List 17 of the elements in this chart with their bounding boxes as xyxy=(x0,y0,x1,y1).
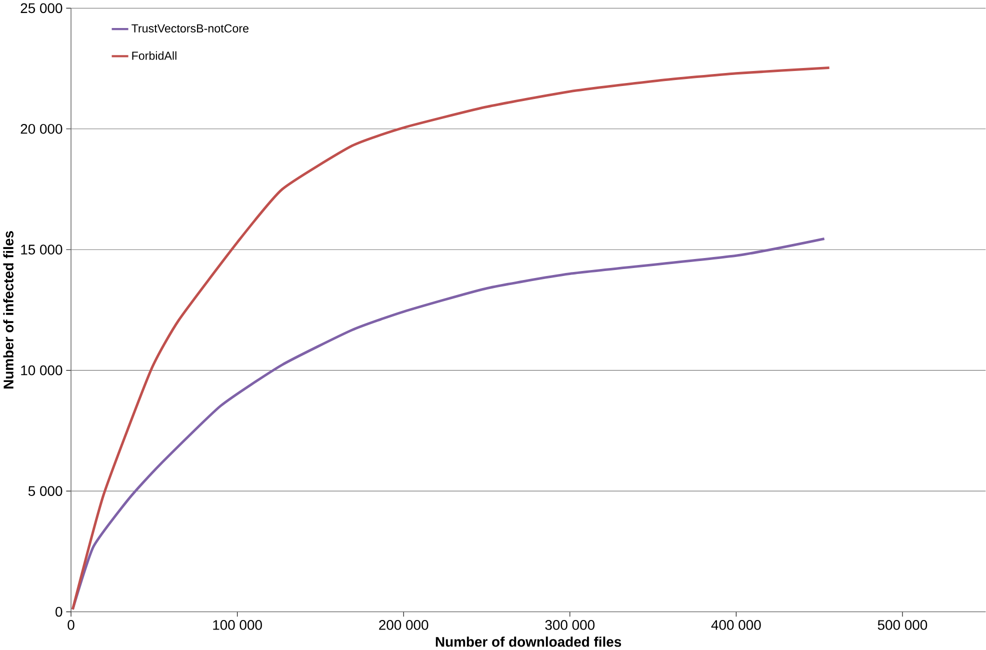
x-tick-label: 200 000 xyxy=(379,620,428,630)
y-tick-label: 10 000 xyxy=(21,365,62,376)
x-tick-label: 300 000 xyxy=(545,620,595,630)
line-series xyxy=(71,66,831,611)
y-tick-label: 20 000 xyxy=(20,124,62,134)
y-tick-label: 0 xyxy=(56,606,62,617)
legend-label: TrustVectorsB-notCore xyxy=(132,24,248,32)
y-tick-label: 5 000 xyxy=(28,486,62,496)
x-tick-label: 100 000 xyxy=(213,620,262,630)
y-tick-label: 15 000 xyxy=(21,244,62,255)
y-tick-label: 25 000 xyxy=(20,3,62,14)
legend-label: ForbidAll xyxy=(132,51,176,60)
y-axis-title: Number of infected files xyxy=(3,231,14,388)
x-tick-label: 400 000 xyxy=(711,620,761,630)
x-tick-label: 0 xyxy=(68,620,74,630)
x-axis-title: Number of downloaded files xyxy=(436,636,622,647)
x-tick-label: 500 000 xyxy=(878,620,928,630)
